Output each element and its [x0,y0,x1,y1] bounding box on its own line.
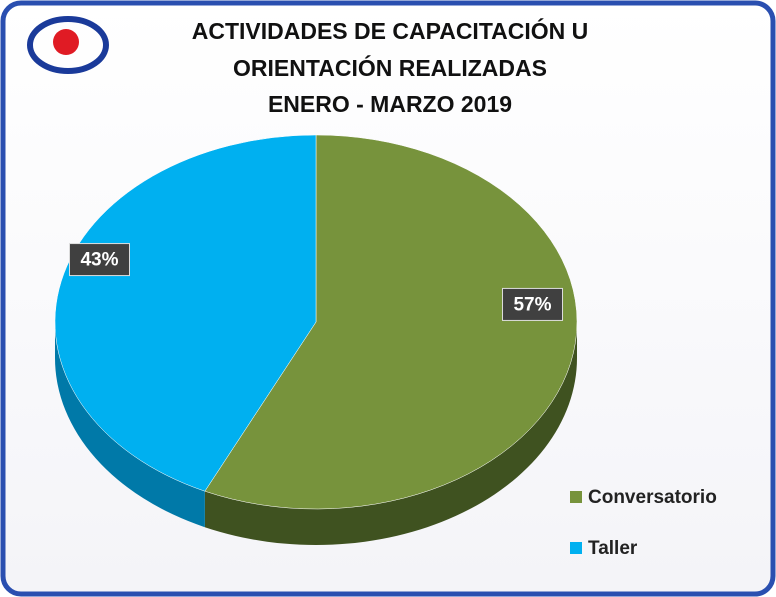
legend-label: Taller [588,538,638,559]
data-label: 43% [80,250,118,271]
data-label-box [502,287,564,321]
slice [204,134,578,510]
legend-swatch [570,542,582,554]
legend: Conversatorio Taller [570,487,717,559]
slice [54,134,317,492]
logo [27,16,109,74]
chart-title: ENERO - MARZO 2019 [268,91,512,117]
chart-title: ORIENTACIÓN REALIZADAS [233,54,547,81]
chart-title: ACTIVIDADES DE CAPACITACIÓN U [192,17,589,44]
data-label-box [68,243,130,277]
slice-side [204,322,578,545]
legend-label: Conversatorio [588,487,717,508]
legend-swatch [570,491,582,503]
data-label: 57% [513,294,551,315]
pie: 57% 43% [54,134,578,545]
